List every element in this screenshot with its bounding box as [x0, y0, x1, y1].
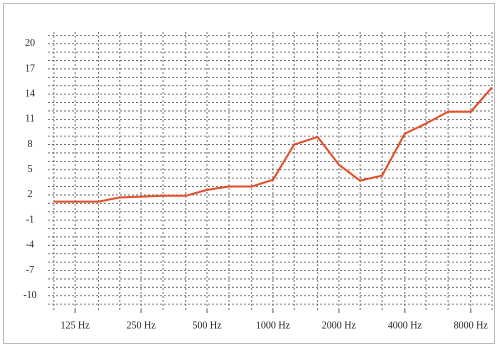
y-tick-label: 14 — [25, 88, 35, 99]
x-tick-label: 1000 Hz — [256, 320, 291, 331]
y-tick-label: 8 — [28, 139, 33, 150]
y-tick-label: -10 — [23, 290, 36, 301]
y-tick-label: 20 — [25, 38, 35, 49]
y-tick-label: 5 — [28, 164, 33, 175]
x-tick-label: 500 Hz — [192, 320, 222, 331]
x-tick-label: 8000 Hz — [454, 320, 489, 331]
y-tick-label: 11 — [25, 114, 35, 125]
y-tick-label: -4 — [26, 240, 34, 251]
y-tick-label: -1 — [26, 214, 34, 225]
y-tick-label: -7 — [26, 265, 34, 276]
x-tick-label: 125 Hz — [61, 320, 91, 331]
x-tick-label: 4000 Hz — [388, 320, 423, 331]
chart-frame — [3, 3, 495, 344]
data-line — [53, 86, 493, 203]
y-tick-label: 17 — [25, 63, 35, 74]
y-tick-label: 2 — [28, 189, 33, 200]
x-tick-label: 2000 Hz — [322, 320, 357, 331]
x-tick-label: 250 Hz — [126, 320, 156, 331]
